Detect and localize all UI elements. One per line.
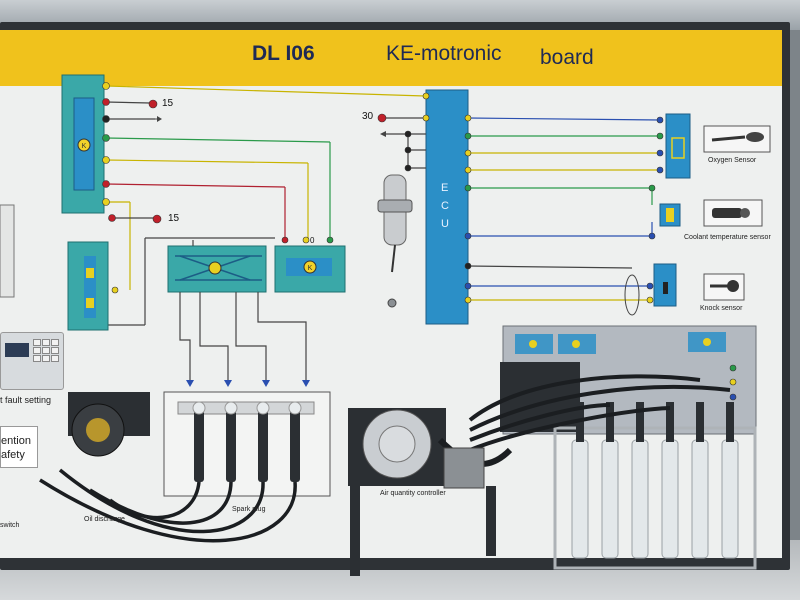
- warning-line-2: afety: [1, 449, 25, 461]
- pin-15-top-label: 15: [162, 98, 174, 109]
- knock-sensor-label: Knock sensor: [700, 305, 743, 312]
- ecu-letter-u: U: [441, 218, 449, 230]
- model-number: DL I06: [252, 42, 315, 65]
- fault-setting-controller[interactable]: [0, 332, 64, 390]
- ecu-letter-e: E: [441, 182, 449, 194]
- controller-display: [5, 343, 29, 357]
- oil-discharge-label: Oil discharge: [84, 516, 125, 523]
- spark-plug-label: Spark plug: [232, 506, 266, 513]
- pin-30-label: 30: [362, 111, 374, 122]
- board-subtitle: board: [540, 46, 594, 69]
- fault-setting-label: t fault setting: [0, 395, 52, 405]
- controller-keypad[interactable]: [33, 339, 59, 365]
- ecu-letter-c: C: [441, 200, 449, 212]
- warning-line-1: ention: [1, 435, 31, 447]
- coolant-sensor-label: Coolant temperature sensor: [684, 234, 771, 241]
- air-quantity-label: Air quantity controller: [380, 490, 446, 497]
- oxygen-sensor-block: [665, 113, 691, 179]
- measuring-tube-rack: [553, 426, 757, 570]
- svg-text:K: K: [82, 143, 87, 150]
- board-title: KE-motronic: [386, 42, 502, 65]
- pin-0-label: 0: [310, 236, 315, 245]
- board-header: DL I06 KE-motronic board: [0, 30, 782, 86]
- safety-warning-sign: ention afety: [0, 426, 38, 468]
- svg-text:K: K: [308, 265, 313, 272]
- switch-label: switch: [0, 522, 20, 529]
- pin-15-mid-label: 15: [168, 213, 180, 224]
- oxygen-sensor-label: Oxygen Sensor: [708, 157, 757, 164]
- left-edge-component: [0, 204, 15, 298]
- ecu-panel: [425, 89, 469, 325]
